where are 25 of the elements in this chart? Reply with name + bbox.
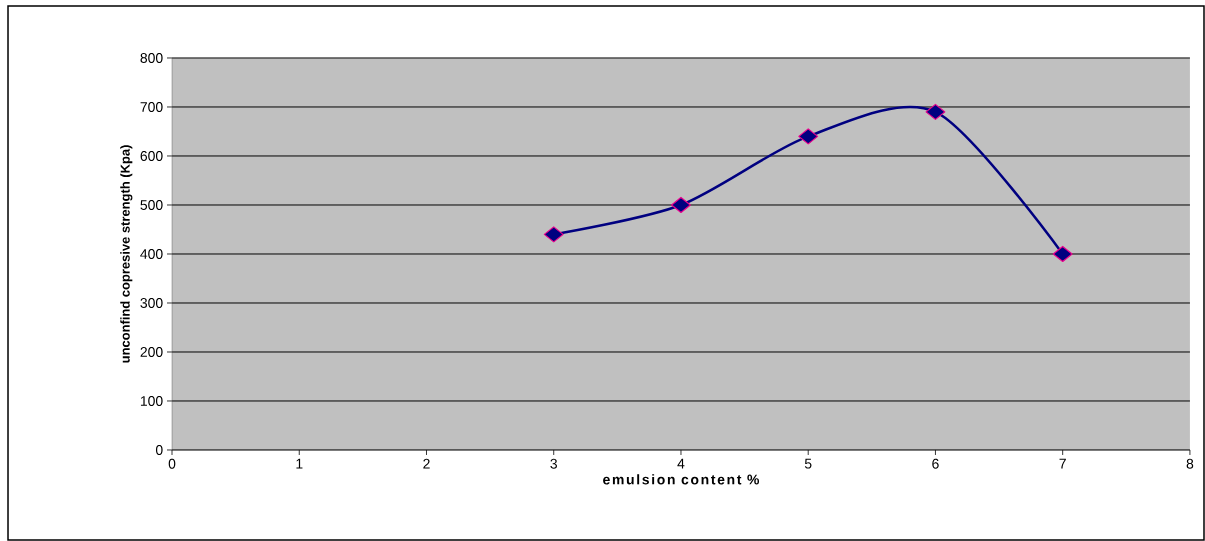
x-tick-label: 2 [423,458,430,469]
point [1052,245,1073,263]
y-tick-label: 400 [140,249,163,259]
point [670,196,691,214]
x-tick-label: 0 [168,458,176,469]
y-axis-title: unconfind copresive strength (Kpa) [120,145,133,363]
y-tick-label: 200 [140,347,163,357]
x-tick-label: 7 [1059,458,1066,469]
x-tick-label: 8 [1186,458,1194,469]
y-tick-label: 100 [140,396,163,406]
point [798,128,819,145]
x-tick-label: 4 [677,458,685,469]
point [543,226,564,243]
y-tick-label: 0 [155,445,163,455]
x-tick-label: 1 [296,458,303,469]
x-tick-label: 3 [550,458,557,469]
y-tick-label: 700 [140,102,163,112]
y-tick-label: 800 [140,53,163,63]
y-tick-label: 600 [140,151,163,161]
x-tick-label: 5 [804,458,812,469]
point [925,103,946,120]
x-tick-label: 6 [932,458,939,469]
y-tick-label: 300 [140,298,163,308]
y-tick-label: 500 [140,200,163,210]
x-axis-title: emulsion content % [603,474,760,485]
